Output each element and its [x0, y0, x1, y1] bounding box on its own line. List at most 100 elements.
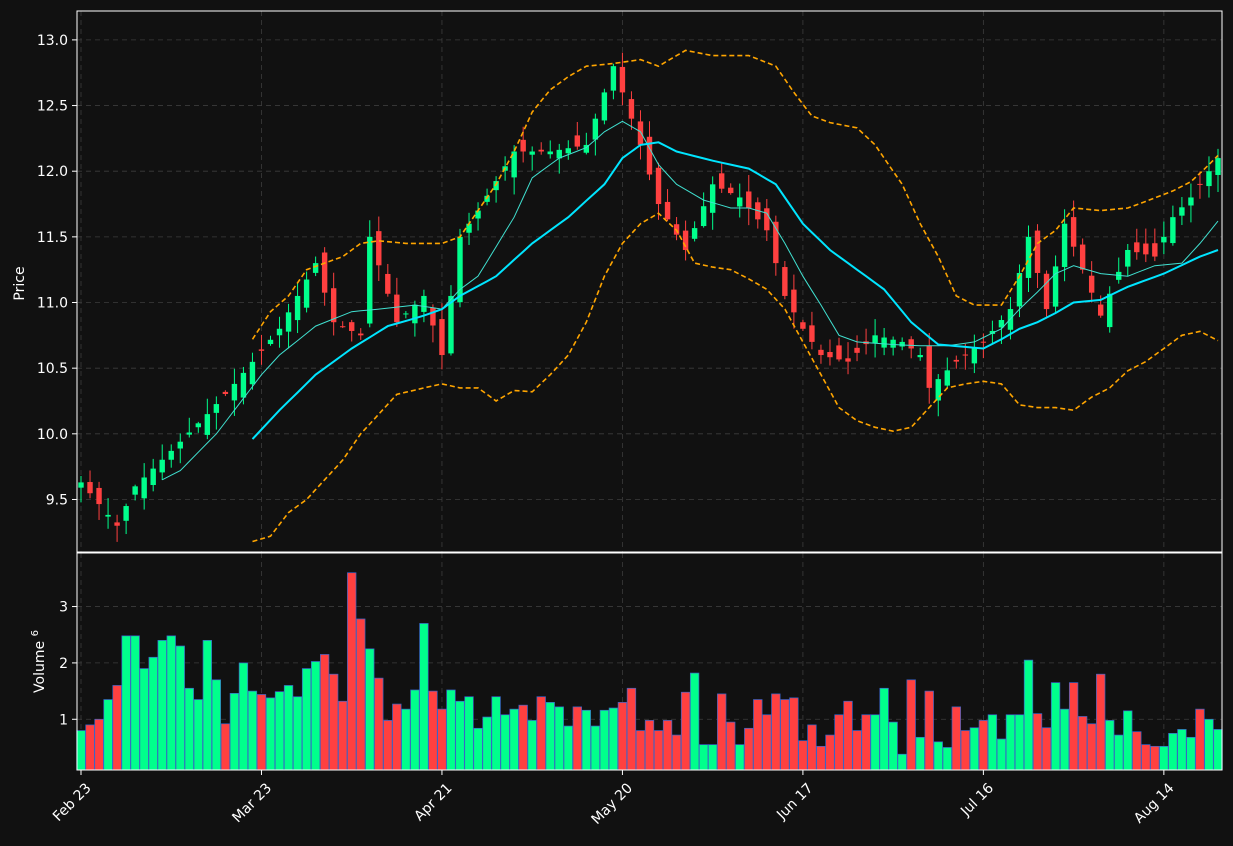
volume-bar-up [202, 640, 212, 771]
candle-up [186, 432, 192, 435]
candle-down [1034, 230, 1041, 273]
candle-down [827, 352, 833, 358]
volume-bar-down [951, 706, 961, 771]
volume-bar-up [211, 679, 222, 771]
volume-bar-down [744, 727, 754, 771]
bollinger-lower-band [252, 212, 1219, 543]
candle-down [385, 273, 391, 294]
candle-down [87, 482, 93, 494]
candle-up [998, 320, 1005, 328]
candle-down [791, 289, 797, 313]
volume-bar-up [265, 697, 276, 771]
candle-up [195, 423, 202, 428]
candle-down [339, 326, 346, 328]
volume-bar-down [960, 730, 970, 771]
volume-bar-up [1213, 729, 1223, 771]
volume-bar-up [969, 727, 980, 771]
candle-up [917, 355, 923, 358]
volume-bar-up [482, 716, 492, 771]
volume-bar-down [798, 740, 808, 771]
volume-bar-up [870, 714, 880, 771]
volume-bar-up [157, 640, 167, 771]
price-grid [77, 11, 1222, 552]
volume-bar-down [347, 572, 357, 771]
candle-up [547, 151, 553, 155]
candle-up [1025, 236, 1032, 278]
candle-up [601, 92, 608, 121]
volume-bar-up [608, 707, 619, 771]
candle-down [538, 149, 544, 152]
candle-up [367, 236, 373, 324]
volume-bar-down [662, 720, 673, 771]
candle-up [303, 279, 310, 308]
price-y-tick-label: 13.0 [37, 33, 68, 49]
volume-bar-up [464, 696, 474, 771]
volume-axis-label: Volume 6 [30, 630, 48, 693]
volume-panel-frame [76, 552, 1223, 771]
candle-down [1152, 243, 1158, 257]
volume-bar-up [184, 687, 194, 771]
volume-y-tick-label: 3 [59, 600, 68, 616]
volume-bar-down [1087, 723, 1097, 771]
volume-bar-up [491, 696, 501, 771]
volume-bar-down [906, 679, 916, 771]
candle-down [728, 187, 734, 194]
candle-up [737, 197, 743, 207]
candle-down [953, 359, 960, 362]
candle-up [412, 304, 418, 324]
volume-bar-down [112, 685, 122, 771]
candle-up [709, 184, 716, 213]
candle-up [285, 312, 292, 332]
candle-down [664, 201, 671, 220]
candle-down [439, 319, 445, 356]
volume-bar-down [852, 730, 862, 771]
volume-bar-up [283, 685, 294, 771]
candle-up [565, 148, 571, 154]
candle-down [646, 136, 653, 175]
volume-bar-up [1005, 714, 1016, 771]
volume-bar-up [175, 645, 185, 771]
candle-down [1043, 273, 1050, 310]
volume-bar-down [1195, 708, 1205, 771]
volume-bar-down [1068, 682, 1079, 771]
candle-up [890, 339, 896, 348]
volume-bar-down [753, 699, 763, 771]
volume-bar-up [698, 744, 709, 771]
volume-bar-up [581, 709, 591, 771]
candle-down [908, 339, 914, 349]
volume-bar-up [121, 635, 131, 771]
volume-bar-up [410, 689, 420, 771]
volume-bar-down [374, 677, 384, 771]
candle-up [529, 151, 535, 155]
candle-up [1188, 197, 1194, 206]
volume-bar-down [762, 714, 772, 771]
volume-y-tick-label: 2 [59, 656, 68, 672]
candle-down [1197, 183, 1203, 185]
candle-up [213, 404, 220, 413]
candle-up [1170, 217, 1176, 244]
volume-bar-down [1132, 731, 1142, 771]
volume-bar-down [518, 704, 528, 771]
volume-bar-up [103, 699, 113, 771]
candle-down [980, 341, 987, 343]
volume-y-tick-label: 1 [59, 712, 68, 728]
volume-bar-up [148, 656, 158, 771]
volume-bar-down [924, 690, 934, 771]
volume-bar-up [1177, 729, 1187, 771]
candle-up [475, 210, 481, 219]
candle-up [1061, 223, 1068, 268]
price-y-tick-label: 11.5 [37, 230, 68, 246]
candle-up [123, 506, 129, 521]
volume-bar-down [437, 708, 447, 771]
volume-bar-up [130, 635, 140, 771]
price-panel-frame [76, 10, 1223, 553]
candle-up [700, 206, 707, 227]
candle-down [376, 231, 382, 266]
price-y-tick-label: 10.0 [37, 427, 68, 443]
candle-up [177, 441, 183, 449]
volume-bar-up [1168, 733, 1178, 771]
volume-bar-down [680, 691, 691, 771]
candle-up [1052, 266, 1059, 307]
candle-down [258, 349, 265, 351]
